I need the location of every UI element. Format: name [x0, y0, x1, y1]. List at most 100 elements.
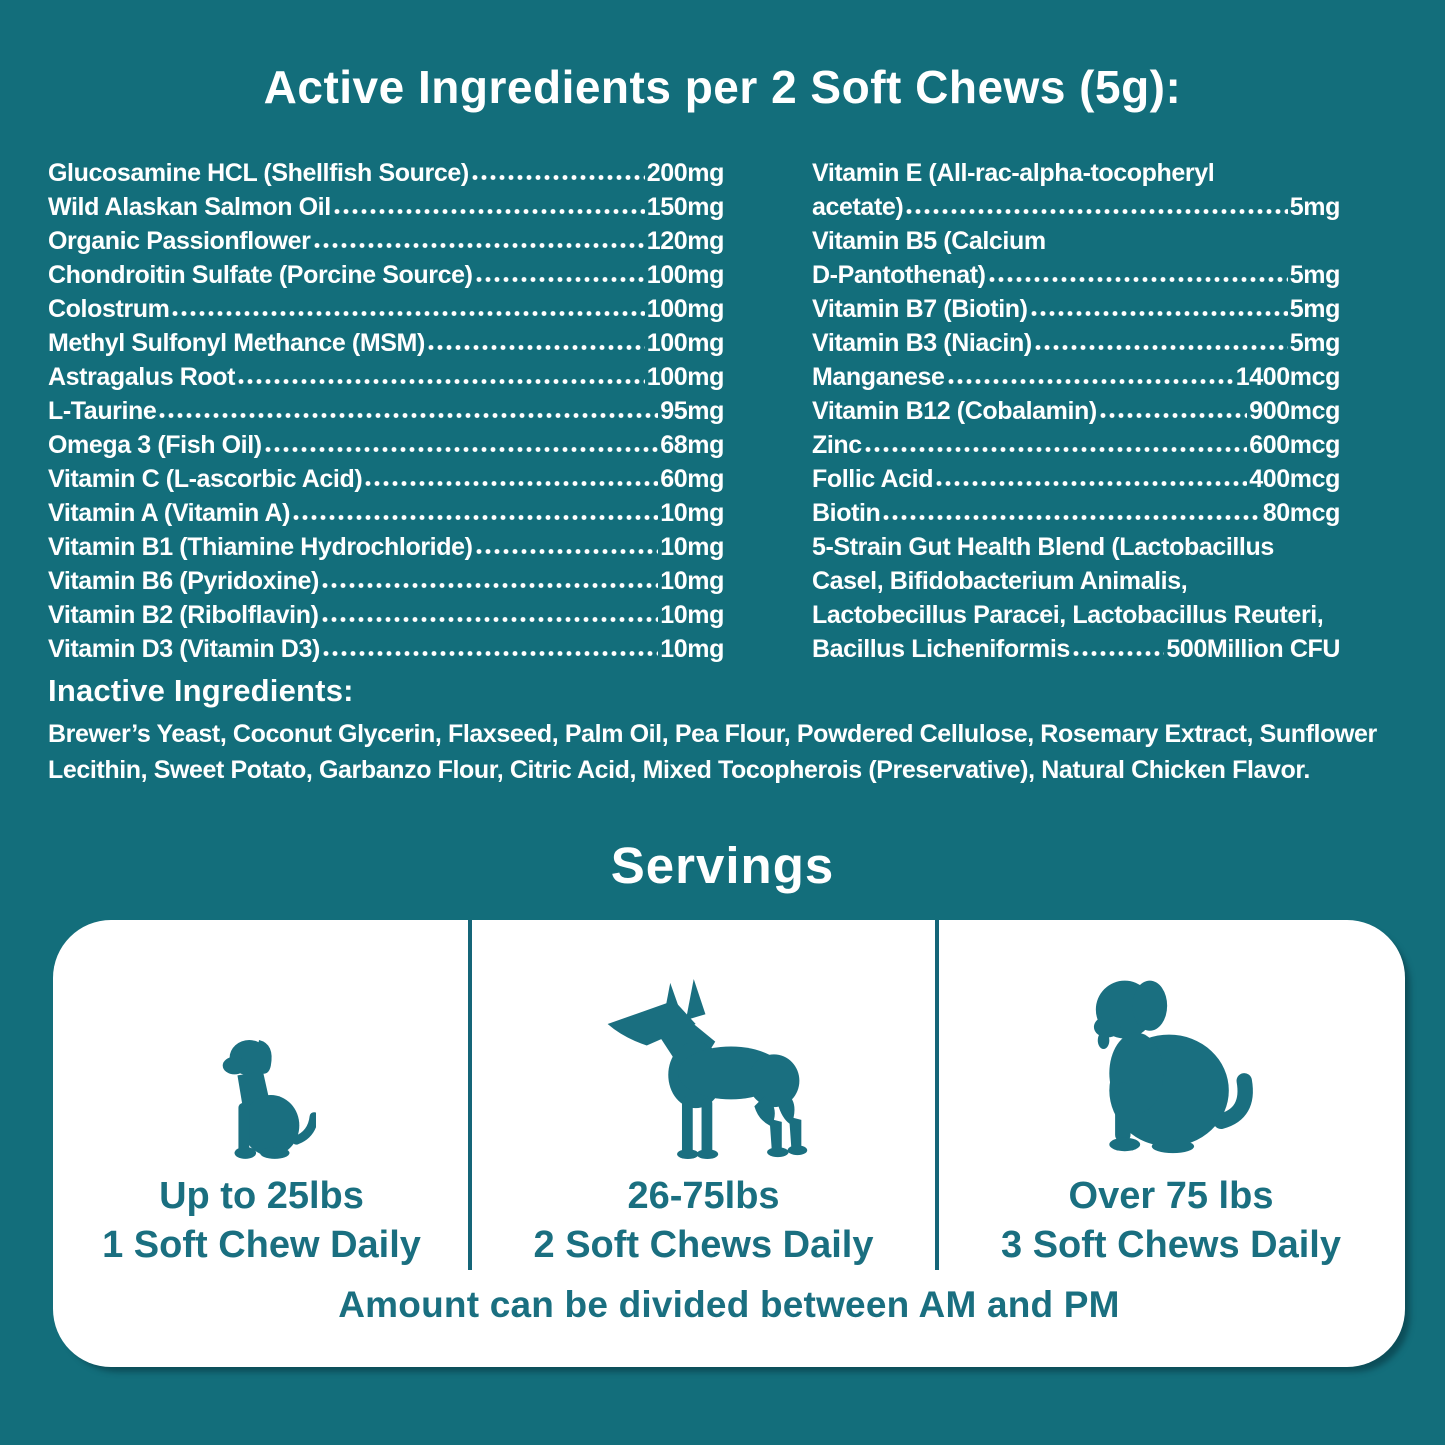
ingredient-name: Zinc — [812, 431, 862, 459]
ingredient-amount: 400mcg — [1249, 465, 1340, 493]
medium-dog-icon-box — [586, 979, 821, 1160]
large-dog-icon — [1093, 980, 1253, 1154]
small-dog-icon-box — [208, 1032, 316, 1160]
ingredient-name: acetate) — [812, 193, 904, 221]
serving-weight: 26-75lbs — [627, 1175, 780, 1217]
ingredient-name: Glucosamine HCL (Shellfish Source) — [48, 159, 469, 187]
ingredient-name: Chondroitin Sulfate (Porcine Source) — [48, 261, 473, 289]
large-dog-icon-box — [1065, 967, 1277, 1160]
ingredient-row: Colostrum 100mg — [48, 292, 724, 326]
serving-dose: 2 Soft Chews Daily — [533, 1224, 874, 1266]
dotted-leader — [905, 208, 1288, 215]
ingredient-amount: 500Million CFU — [1166, 635, 1340, 663]
ingredient-row: Chondroitin Sulfate (Porcine Source) 100m… — [48, 258, 724, 292]
ingredient-name: Colostrum — [48, 295, 170, 323]
ingredient-amount: 100mg — [646, 363, 725, 391]
dotted-leader — [263, 446, 659, 453]
active-ingredients-list: Glucosamine HCL (Shellfish Source) 200mg W… — [48, 156, 1340, 666]
ingredient-name: Vitamin C (L-ascorbic Acid) — [48, 465, 363, 493]
dotted-leader — [946, 378, 1234, 385]
ingredient-name: L-Taurine — [48, 397, 157, 425]
ingredient-name: Lactobecillus Paracei, Lactobacillus Reu… — [812, 601, 1324, 629]
ingredient-row: Astragalus Root 100mg — [48, 360, 724, 394]
ingredient-amount: 68mg — [660, 431, 724, 459]
ingredient-row: Vitamin B3 (Niacin) 5mg — [812, 326, 1340, 360]
ingredient-amount: 95mg — [660, 397, 724, 425]
ingredient-name: Wild Alaskan Salmon Oil — [48, 193, 331, 221]
ingredient-name: Manganese — [812, 363, 945, 391]
ingredient-amount: 10mg — [660, 567, 724, 595]
dotted-leader — [320, 616, 659, 623]
ingredient-amount: 80mcg — [1262, 499, 1341, 527]
serving-weight: Up to 25lbs — [159, 1175, 364, 1217]
ingredient-row: Vitamin C (L-ascorbic Acid) 60mg — [48, 462, 724, 496]
ingredient-row: Bacillus Licheniformis 500Million CFU — [812, 632, 1340, 666]
ingredient-amount: 10mg — [660, 533, 724, 561]
ingredient-name: Vitamin B12 (Cobalamin) — [812, 397, 1097, 425]
ingredient-row: L-Taurine 95mg — [48, 394, 724, 428]
inactive-ingredients-heading: Inactive Ingredients: — [48, 673, 354, 708]
dotted-leader — [935, 480, 1248, 487]
active-ingredients-right-column: Vitamin E (All-rac-alpha-tocopheryl aceta… — [812, 156, 1340, 666]
ingredient-row: Vitamin D3 (Vitamin D3) 10mg — [48, 632, 724, 666]
dotted-leader — [158, 412, 659, 419]
small-dog-icon — [222, 1040, 316, 1159]
dotted-leader — [474, 276, 645, 283]
ingredient-row: Organic Passionflower 120mg — [48, 224, 724, 258]
dotted-leader — [474, 548, 659, 555]
ingredient-name: Follic Acid — [812, 465, 934, 493]
ingredient-amount: 10mg — [660, 635, 724, 663]
ingredient-amount: 150mg — [646, 193, 725, 221]
ingredient-row: Vitamin E (All-rac-alpha-tocopheryl — [812, 156, 1340, 190]
ingredient-row: Casel, Bifidobacterium Animalis, — [812, 564, 1340, 598]
ingredient-name: Vitamin B7 (Biotin) — [812, 295, 1028, 323]
ingredient-name: Methyl Sulfonyl Methance (MSM) — [48, 329, 425, 357]
ingredient-name: Casel, Bifidobacterium Animalis, — [812, 567, 1188, 595]
serving-weight: Over 75 lbs — [1068, 1175, 1274, 1217]
ingredient-row: Glucosamine HCL (Shellfish Source) 200mg — [48, 156, 724, 190]
serving-column-large-dog: Over 75 lbs 3 Soft Chews Daily — [937, 920, 1405, 1270]
inactive-ingredients-section: Inactive Ingredients: Brewer’s Yeast, Co… — [48, 672, 1405, 788]
ingredient-row: D-Pantothenat) 5mg — [812, 258, 1340, 292]
serving-column-small-dog: Up to 25lbs 1 Soft Chew Daily — [53, 920, 470, 1270]
inactive-ingredients-line: Brewer’s Yeast, Coconut Glycerin, Flaxse… — [48, 720, 1377, 748]
ingredient-name: Bacillus Licheniformis — [812, 635, 1070, 663]
dotted-leader — [237, 378, 645, 385]
dotted-leader — [364, 480, 659, 487]
dotted-leader — [320, 582, 659, 589]
servings-card: Up to 25lbs 1 Soft Chew Daily — [53, 920, 1405, 1367]
inactive-ingredients-line: Lecithin, Sweet Potato, Garbanzo Flour, … — [48, 756, 1310, 784]
ingredient-row: Methyl Sulfonyl Methance (MSM) 100mg — [48, 326, 724, 360]
dotted-leader — [321, 650, 659, 657]
ingredient-amount: 60mg — [660, 465, 724, 493]
ingredient-amount: 120mg — [646, 227, 725, 255]
ingredient-row: Biotin 80mcg — [812, 496, 1340, 530]
ingredient-name: Omega 3 (Fish Oil) — [48, 431, 262, 459]
ingredient-row: Manganese 1400mcg — [812, 360, 1340, 394]
dotted-leader — [987, 276, 1288, 283]
ingredient-name: D-Pantothenat) — [812, 261, 986, 289]
ingredient-amount: 200mg — [646, 159, 725, 187]
column-divider — [935, 920, 939, 1270]
ingredient-row: 5-Strain Gut Health Blend (Lactobacillus — [812, 530, 1340, 564]
servings-grid: Up to 25lbs 1 Soft Chew Daily — [53, 920, 1405, 1270]
serving-column-medium-dog: 26-75lbs 2 Soft Chews Daily — [470, 920, 937, 1270]
ingredient-amount: 5mg — [1289, 193, 1341, 221]
ingredient-amount: 100mg — [646, 329, 725, 357]
active-ingredients-left-column: Glucosamine HCL (Shellfish Source) 200mg W… — [48, 156, 724, 666]
ingredient-name: 5-Strain Gut Health Blend (Lactobacillus — [812, 533, 1274, 561]
ingredient-name: Organic Passionflower — [48, 227, 311, 255]
ingredient-row: Omega 3 (Fish Oil) 68mg — [48, 428, 724, 462]
ingredient-amount: 100mg — [646, 261, 725, 289]
ingredient-row: Lactobecillus Paracei, Lactobacillus Reu… — [812, 598, 1340, 632]
ingredient-amount: 5mg — [1289, 261, 1341, 289]
dotted-leader — [332, 208, 645, 215]
ingredient-row: Vitamin B2 (Ribolflavin) 10mg — [48, 598, 724, 632]
ingredient-name: Vitamin B1 (Thiamine Hydrochloride) — [48, 533, 473, 561]
ingredient-amount: 5mg — [1289, 295, 1341, 323]
dotted-leader — [863, 446, 1248, 453]
dotted-leader — [882, 514, 1261, 521]
dotted-leader — [1098, 412, 1248, 419]
ingredient-row: Vitamin B5 (Calcium — [812, 224, 1340, 258]
